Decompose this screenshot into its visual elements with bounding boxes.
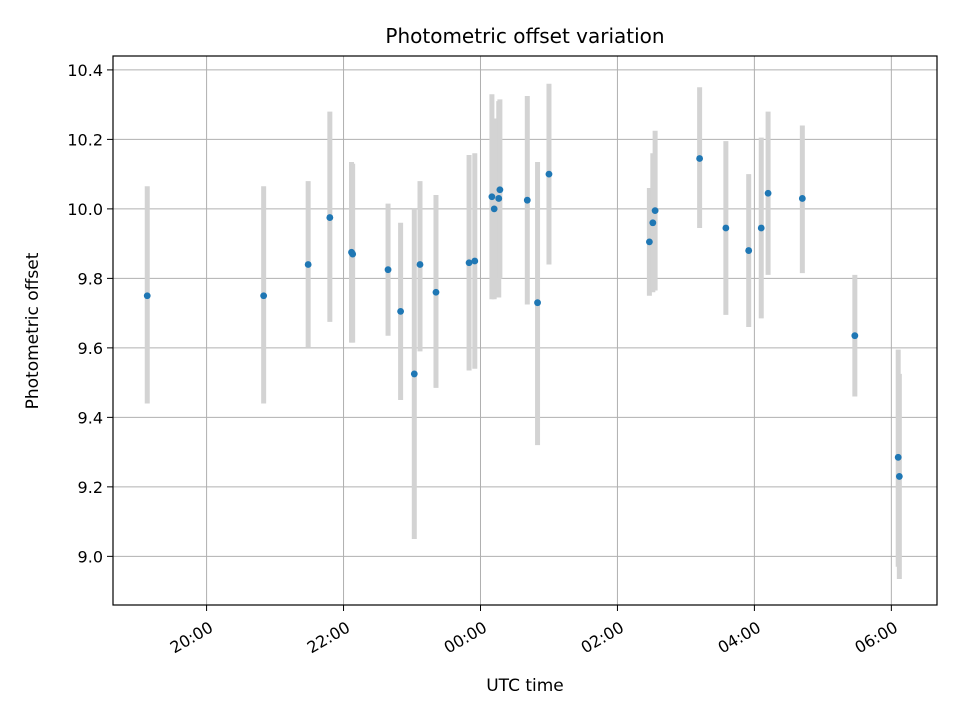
data-point xyxy=(488,193,496,201)
data-point xyxy=(349,250,357,258)
data-point xyxy=(651,207,659,215)
y-tick-label: 9.0 xyxy=(78,547,103,566)
y-tick-label: 9.4 xyxy=(78,408,103,427)
data-point xyxy=(432,288,440,296)
data-point xyxy=(696,155,704,162)
data-point xyxy=(416,261,424,268)
y-tick-label: 10.2 xyxy=(67,130,103,149)
chart-title: Photometric offset variation xyxy=(385,24,664,48)
data-point xyxy=(410,370,418,378)
data-point xyxy=(143,292,151,300)
data-point xyxy=(471,257,479,265)
data-point xyxy=(645,238,653,246)
y-tick-label: 10.4 xyxy=(67,61,103,80)
y-axis-title: Photometric offset xyxy=(23,252,43,409)
data-point xyxy=(757,224,765,232)
data-point xyxy=(722,224,730,232)
data-point xyxy=(745,247,753,254)
data-point xyxy=(260,292,268,300)
markers xyxy=(143,155,903,480)
data-point xyxy=(496,186,504,194)
data-point xyxy=(465,259,473,267)
data-point xyxy=(534,299,541,307)
x-axis-title: UTC time xyxy=(486,676,564,696)
data-point xyxy=(851,332,859,340)
data-point xyxy=(764,189,772,197)
data-point xyxy=(649,219,657,227)
y-tick-label: 10.0 xyxy=(67,200,103,219)
data-point xyxy=(495,195,503,202)
data-point xyxy=(304,261,312,268)
data-point xyxy=(397,307,405,315)
data-point xyxy=(894,453,902,461)
data-point xyxy=(523,196,531,204)
data-point xyxy=(798,195,806,202)
data-point xyxy=(545,170,553,178)
y-tick-label: 9.8 xyxy=(78,269,103,288)
data-point xyxy=(384,266,392,274)
plot-frame xyxy=(112,55,938,606)
y-axis: 9.0 9.2 9.4 9.6 9.8 10.0 10.2 10.4 xyxy=(67,61,113,566)
data-point xyxy=(895,473,903,480)
data-point xyxy=(326,214,334,221)
y-tick-label: 9.2 xyxy=(78,478,103,497)
y-tick-label: 9.6 xyxy=(78,339,103,358)
data-point xyxy=(490,205,498,213)
